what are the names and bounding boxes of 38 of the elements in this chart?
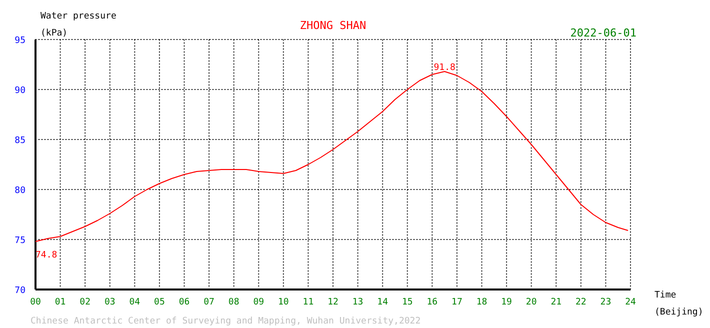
- x-tick-label: 11: [302, 298, 314, 308]
- x-tick-label: 12: [328, 298, 338, 308]
- x-tick-label: 23: [600, 298, 612, 308]
- x-tick-label: 02: [80, 298, 91, 308]
- x-tick-label: 04: [129, 298, 140, 308]
- x-tick-label: 18: [476, 298, 488, 308]
- x-tick-label: 00: [30, 298, 41, 308]
- y-tick-label: 85: [14, 136, 26, 146]
- x-tick-label: 10: [278, 298, 289, 308]
- chart-subtitle: 2022-06-01: [570, 26, 637, 40]
- x-tick-label: 06: [178, 298, 190, 308]
- x-tick-label: 19: [501, 298, 512, 308]
- y-tick-label: 80: [14, 186, 26, 196]
- annotation: 91.8: [434, 63, 456, 73]
- x-tick-label: 03: [104, 298, 116, 308]
- x-tick-label: 22: [576, 298, 586, 308]
- x-tick-label: 05: [154, 298, 165, 308]
- x-axis-title: Time (Beijing): [654, 290, 704, 318]
- chart-title: ZHONG SHAN: [300, 19, 366, 32]
- x-tick-label: 09: [253, 298, 264, 308]
- x-tick-label: 16: [426, 298, 438, 308]
- x-tick-label: 17: [452, 298, 462, 308]
- y-tick-label: 95: [14, 36, 26, 46]
- y-tick-label: 70: [14, 286, 26, 296]
- x-tick-label: 13: [352, 298, 364, 308]
- y-tick-label: 75: [14, 236, 26, 246]
- line-series: [35, 71, 629, 242]
- x-tick-label: 08: [228, 298, 240, 308]
- x-tick-label: 21: [550, 298, 562, 308]
- x-tick-label: 24: [625, 298, 636, 308]
- x-tick-label: 01: [54, 298, 66, 308]
- x-tick-label: 20: [526, 298, 537, 308]
- y-tick-label: 90: [14, 86, 26, 96]
- y-axis-title: Water pressure (kPa): [40, 12, 116, 38]
- x-tick-label: 14: [377, 298, 388, 308]
- x-tick-label: 15: [402, 298, 413, 308]
- text: Chinese Antarctic Center of Surveying and Mapping, Wuhan University,2022: [30, 316, 421, 326]
- x-tick-label: 07: [204, 298, 214, 308]
